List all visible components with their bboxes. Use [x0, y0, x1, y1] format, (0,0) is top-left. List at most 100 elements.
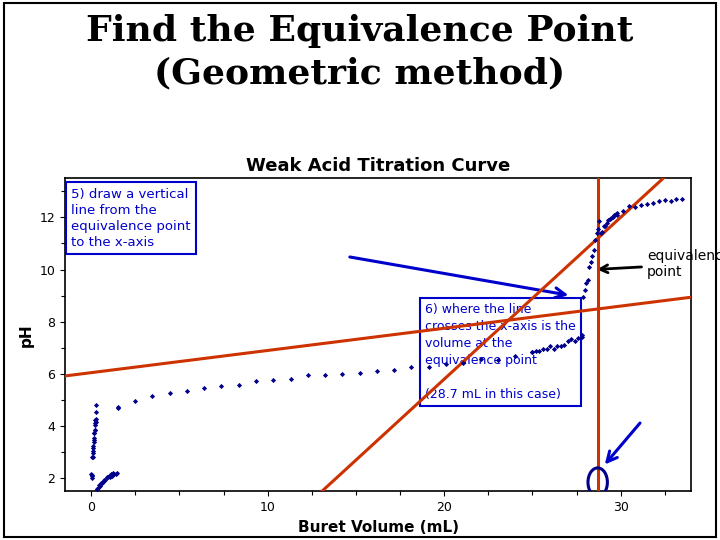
- Point: [492, 355, 503, 364]
- Point: [91, 401, 102, 410]
- Point: [601, 219, 613, 227]
- Point: [565, 335, 577, 343]
- Point: [526, 348, 538, 357]
- Point: [604, 215, 616, 224]
- Point: [89, 421, 101, 430]
- Text: (Geometric method): (Geometric method): [154, 57, 566, 91]
- Y-axis label: pH: pH: [19, 323, 34, 347]
- Point: [319, 370, 330, 379]
- Point: [102, 473, 114, 482]
- Point: [86, 470, 97, 479]
- Point: [603, 215, 614, 224]
- Point: [569, 337, 580, 346]
- Point: [88, 434, 99, 442]
- Point: [474, 355, 486, 363]
- Point: [530, 347, 541, 355]
- Point: [164, 388, 176, 397]
- Point: [562, 336, 573, 345]
- Point: [336, 370, 348, 379]
- Point: [354, 369, 365, 377]
- Point: [541, 345, 552, 353]
- Point: [665, 197, 676, 205]
- Point: [103, 472, 114, 481]
- Point: [405, 362, 417, 371]
- Point: [598, 222, 610, 231]
- Point: [576, 331, 588, 340]
- Point: [677, 194, 688, 203]
- Point: [99, 476, 111, 484]
- Point: [607, 213, 618, 221]
- Point: [589, 236, 600, 245]
- Point: [641, 199, 652, 208]
- Point: [302, 370, 313, 379]
- Point: [544, 341, 556, 350]
- Point: [86, 471, 98, 480]
- Point: [647, 198, 659, 207]
- Point: [89, 428, 100, 437]
- Point: [89, 436, 100, 444]
- Point: [624, 201, 635, 210]
- Point: [606, 214, 617, 222]
- Point: [590, 229, 602, 238]
- Point: [89, 426, 100, 434]
- Point: [94, 481, 106, 490]
- Point: [112, 403, 124, 412]
- Point: [107, 471, 118, 480]
- Point: [88, 442, 99, 450]
- X-axis label: Buret Volume (mL): Buret Volume (mL): [297, 519, 459, 535]
- Point: [600, 222, 611, 231]
- Point: [107, 469, 119, 478]
- Point: [90, 418, 102, 427]
- Point: [89, 429, 100, 438]
- Point: [181, 386, 193, 395]
- Point: [526, 348, 538, 356]
- Point: [88, 438, 99, 447]
- Point: [101, 472, 112, 481]
- Point: [509, 352, 521, 360]
- Point: [89, 426, 101, 435]
- Point: [653, 197, 665, 205]
- Point: [216, 381, 228, 390]
- Point: [629, 203, 641, 212]
- Point: [583, 263, 595, 272]
- Point: [610, 210, 621, 218]
- Point: [87, 446, 99, 455]
- Point: [87, 444, 99, 453]
- Point: [284, 374, 296, 383]
- Point: [577, 293, 589, 302]
- Point: [92, 484, 104, 493]
- Point: [440, 360, 451, 369]
- Text: equivalence
point: equivalence point: [600, 249, 720, 279]
- Point: [586, 252, 598, 260]
- Point: [96, 478, 108, 487]
- Point: [111, 469, 122, 477]
- Point: [267, 375, 279, 384]
- Point: [588, 246, 599, 254]
- Point: [579, 285, 590, 294]
- Point: [594, 217, 606, 225]
- Point: [199, 384, 210, 393]
- Text: Find the Equivalence Point: Find the Equivalence Point: [86, 14, 634, 48]
- Point: [659, 195, 670, 204]
- Point: [147, 392, 158, 401]
- Point: [582, 276, 593, 285]
- Point: [109, 470, 121, 478]
- Point: [97, 478, 109, 487]
- Point: [611, 209, 623, 218]
- Point: [87, 448, 99, 457]
- Point: [89, 416, 101, 424]
- Point: [91, 408, 102, 417]
- Point: [576, 333, 588, 342]
- Point: [86, 469, 97, 478]
- Point: [109, 470, 120, 478]
- Point: [595, 229, 607, 238]
- Point: [537, 345, 549, 353]
- Point: [90, 418, 102, 427]
- Point: [580, 279, 592, 287]
- Point: [611, 210, 623, 219]
- Point: [105, 470, 117, 478]
- Point: [86, 474, 98, 482]
- Point: [597, 227, 608, 236]
- Point: [91, 485, 102, 494]
- Point: [671, 194, 683, 203]
